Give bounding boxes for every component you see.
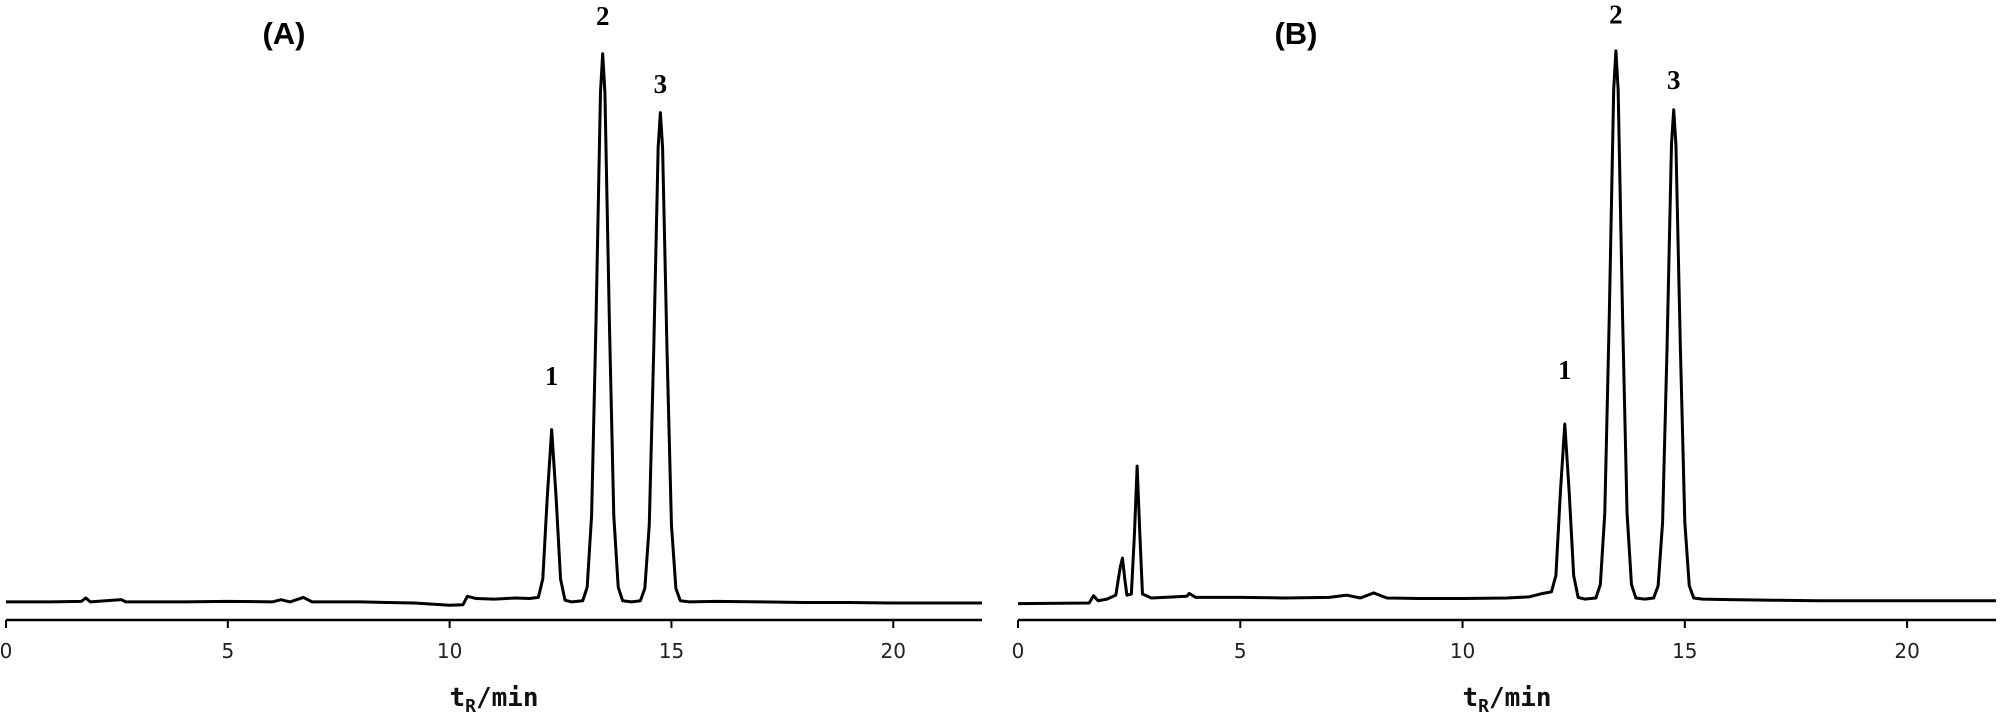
- peak-label: 1: [1558, 355, 1572, 385]
- chart-panel: 0 5 10 15 20 tR/min (A) 1 2 3: [0, 1, 982, 717]
- x-tick-label: 20: [1894, 639, 1919, 663]
- x-tick-label: 0: [0, 639, 12, 663]
- peak-label: 3: [1667, 65, 1681, 95]
- x-tick-label: 0: [1012, 639, 1025, 663]
- x-tick-label: 5: [1234, 639, 1247, 663]
- x-tick-label: 15: [1672, 639, 1697, 663]
- chart-panel: 0 5 10 15 20 tR/min (B) 1 2 3: [1012, 0, 1996, 717]
- x-tick-label: 10: [437, 639, 462, 663]
- chromatogram-line: [6, 52, 982, 607]
- x-tick-label: 10: [1450, 639, 1475, 663]
- x-axis-title-part: t: [1462, 683, 1478, 713]
- x-axis-title-part: /min: [476, 683, 539, 713]
- x-axis-title: tR/min: [449, 683, 538, 717]
- x-axis-title-part: R: [1478, 696, 1489, 717]
- x-axis-title-part: /min: [1489, 683, 1552, 713]
- peak-label: 1: [545, 361, 559, 391]
- chromatogram-line: [1017, 49, 1996, 606]
- peak-label: 2: [596, 1, 610, 31]
- x-axis-title-part: t: [449, 683, 465, 713]
- panel-label: (B): [1274, 16, 1317, 51]
- panel-label: (A): [262, 16, 305, 51]
- x-tick-label: 5: [221, 639, 234, 663]
- x-tick-label: 15: [659, 639, 684, 663]
- x-axis-title-part: R: [465, 696, 476, 717]
- x-axis-title: tR/min: [1462, 683, 1551, 717]
- peak-label: 3: [654, 69, 668, 99]
- peak-label: 2: [1609, 0, 1623, 29]
- x-tick-label: 20: [881, 639, 906, 663]
